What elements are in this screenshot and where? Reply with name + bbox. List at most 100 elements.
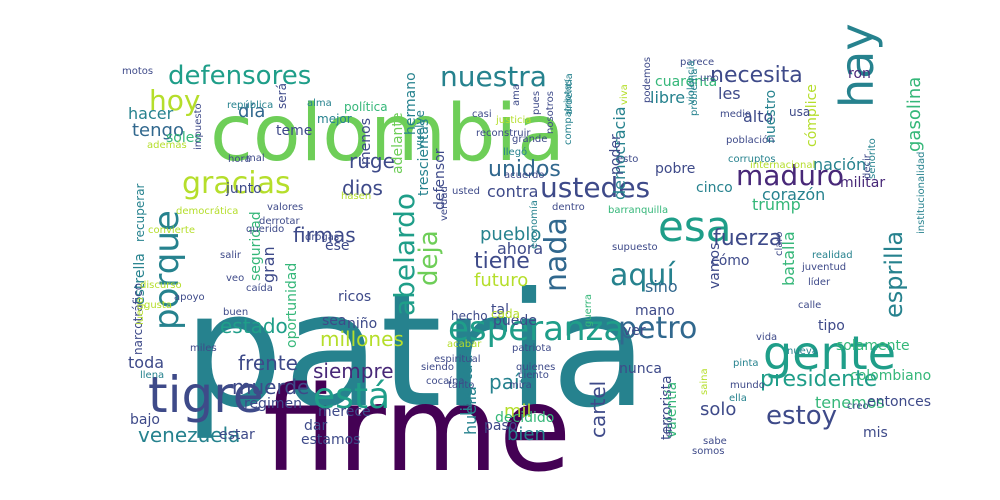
word-142: verdad	[439, 186, 450, 221]
word-162: patriota	[512, 343, 551, 354]
word-127: drogas	[305, 232, 339, 243]
word-161: guerra	[583, 294, 594, 327]
word-113: mejor	[317, 112, 352, 126]
word-26: deja	[414, 230, 444, 286]
word-96: junto	[225, 181, 262, 197]
word-187: somos	[692, 446, 724, 457]
word-11: defensores	[168, 61, 311, 91]
word-191: hasen	[341, 191, 371, 202]
word-124: hora	[228, 154, 251, 165]
word-40: día	[238, 101, 265, 122]
word-42: cuarenta	[655, 74, 717, 90]
word-149: realidad	[812, 250, 853, 261]
word-190: democrática	[176, 205, 238, 217]
word-186: decir	[862, 153, 873, 179]
word-82: merece	[318, 404, 371, 420]
word-171: uno	[700, 73, 719, 84]
word-134: querido	[246, 224, 284, 235]
word-10: nuestra	[440, 60, 547, 93]
word-76: estamos	[301, 432, 360, 448]
word-174: ardentía	[563, 73, 575, 115]
word-195: saina	[699, 368, 710, 395]
word-85: gran	[259, 246, 278, 283]
word-131: buen	[223, 307, 248, 318]
word-54: futuro	[474, 270, 528, 291]
word-153: claro	[774, 232, 785, 256]
word-68: tenemos	[815, 393, 885, 412]
word-157: sabe	[703, 436, 727, 447]
word-91: nunca	[619, 361, 662, 377]
word-94: solamente	[836, 338, 910, 354]
word-184: medio	[720, 109, 751, 120]
word-182: problema	[689, 68, 700, 116]
word-168: acabar	[447, 339, 482, 350]
word-155: ella	[729, 393, 747, 404]
word-80: decidido	[495, 410, 554, 426]
word-115: usa	[789, 105, 810, 119]
word-189: institucionalidad	[916, 151, 927, 234]
word-117: hecho	[451, 309, 488, 323]
word-63: cinco	[696, 180, 733, 196]
word-120: además	[147, 139, 187, 151]
word-97: recuperar	[133, 183, 147, 242]
word-102: teme	[276, 123, 312, 139]
word-24: unidos	[488, 157, 561, 182]
word-20: fuerza	[713, 226, 782, 251]
word-144: economía	[528, 200, 540, 249]
word-52: militar	[840, 175, 885, 191]
word-23: necesita	[710, 63, 803, 88]
word-167: quienes	[516, 362, 555, 373]
word-196: discurso	[140, 280, 182, 291]
word-129: veo	[226, 273, 244, 284]
word-3: tigre	[148, 366, 263, 424]
word-58: ver	[623, 323, 646, 339]
word-105: adelante	[390, 112, 406, 174]
word-147: población	[726, 134, 774, 146]
word-165: cocaína	[426, 375, 465, 387]
word-29: venezuela	[138, 423, 240, 447]
word-143: supuesto	[612, 242, 658, 253]
word-69: colombiano	[850, 368, 931, 384]
word-86: ese	[325, 238, 350, 254]
word-9: petro	[618, 311, 697, 346]
word-65: país	[489, 370, 530, 394]
word-7: porque	[147, 210, 187, 330]
word-164: espiritual	[434, 354, 481, 365]
word-170: parece	[680, 57, 714, 68]
word-163: ciento	[518, 370, 549, 381]
word-79: libertad	[457, 354, 476, 416]
word-176: casi	[472, 109, 492, 120]
word-56: sino	[645, 277, 678, 296]
word-57: cómo	[711, 253, 749, 269]
word-138: llegó	[503, 146, 527, 158]
word-122: alma	[307, 98, 332, 109]
word-119: impuesto	[193, 103, 204, 150]
word-88: puede	[493, 313, 537, 329]
word-159: creo	[847, 401, 869, 412]
word-116: cada	[491, 307, 520, 321]
word-43: democracia	[610, 106, 629, 200]
word-112: cómplice	[804, 84, 820, 147]
word-101: seguridad	[248, 211, 264, 281]
word-0: patria	[183, 259, 648, 443]
word-84: ricos	[338, 289, 371, 305]
word-45: gasolina	[904, 77, 925, 152]
word-145: barranquilla	[608, 205, 668, 216]
word-140: acuerdo	[504, 170, 545, 181]
word-128: salir	[220, 250, 242, 261]
word-154: vida	[756, 332, 777, 343]
word-92: terrorista	[659, 375, 675, 440]
word-27: ruge	[349, 149, 395, 173]
word-77: cartel	[586, 381, 610, 438]
word-160: pinta	[733, 358, 759, 369]
word-166: tanto	[448, 380, 474, 391]
word-51: nación	[813, 155, 866, 174]
word-137: esto	[617, 154, 638, 165]
word-109: trescientas	[416, 119, 432, 196]
word-55: ahora	[497, 239, 543, 258]
word-179: viva	[619, 84, 630, 105]
word-151: líder	[808, 276, 831, 288]
word-93: valentía	[664, 382, 680, 438]
word-169: mira	[509, 380, 532, 391]
